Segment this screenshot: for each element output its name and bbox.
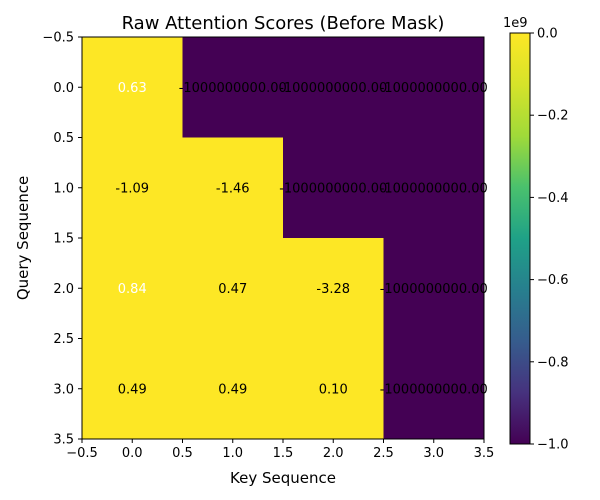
y-tick-label: 1.5 — [53, 232, 74, 247]
heatmap-cell — [182, 137, 283, 238]
colorbar-tick-label: −1.0 — [537, 438, 569, 453]
heatmap-cell — [82, 238, 183, 339]
cell-label: -1000000000.00 — [380, 81, 488, 96]
cell-label: -1000000000.00 — [279, 81, 387, 96]
y-axis-ticks: −0.5 0.0 0.5 1.0 1.5 2.0 2.5 3.0 3.5 — [42, 31, 82, 448]
chart-title: Raw Attention Scores (Before Mask) — [122, 13, 445, 34]
heatmap-cell — [182, 338, 283, 439]
heatmap-cell — [383, 238, 484, 339]
heatmap-cell — [82, 338, 183, 439]
heatmap-cell — [82, 37, 183, 138]
y-tick-label: 3.0 — [53, 382, 74, 397]
cell-label: 0.49 — [218, 382, 247, 397]
cell-labels: 0.63 -1000000000.00-1000000000.00-1000000… — [115, 81, 487, 398]
y-tick-label: 0.5 — [53, 131, 74, 146]
heatmap-cell — [182, 37, 283, 138]
y-tick-label: 3.5 — [53, 433, 74, 448]
x-tick-label: 2.5 — [373, 446, 394, 461]
cell-label: -1000000000.00 — [279, 181, 387, 196]
cell-label: 0.10 — [319, 382, 348, 397]
colorbar-ticks: 0.0 −0.2 −0.4 −0.6 −0.8 −1.0 — [530, 27, 569, 453]
x-tick-label: −0.5 — [66, 446, 98, 461]
cell-label: -1000000000.00 — [380, 382, 488, 397]
x-tick-label: 1.5 — [273, 446, 294, 461]
heatmap-cell — [383, 338, 484, 439]
y-tick-label: −0.5 — [42, 31, 74, 46]
cell-label: -1000000000.00 — [380, 282, 488, 297]
cell-label: 0.49 — [118, 382, 147, 397]
colorbar-gradient — [509, 32, 531, 445]
colorbar-tick-label: 0.0 — [537, 27, 558, 42]
heatmap-cell — [182, 238, 283, 339]
x-axis-label: Key Sequence — [230, 469, 336, 487]
heatmap-cell — [283, 37, 384, 138]
cell-label: 0.63 — [118, 81, 147, 96]
x-tick-label: 0.5 — [172, 446, 193, 461]
heatmap-cell — [383, 137, 484, 238]
y-tick-label: 1.0 — [53, 181, 74, 196]
heatmap-cell — [283, 238, 384, 339]
colorbar-tick-label: −0.8 — [537, 355, 569, 370]
x-tick-label: 3.5 — [474, 446, 495, 461]
heatmap-cells — [82, 37, 484, 439]
cell-label: -1.09 — [115, 181, 149, 196]
y-tick-label: 0.0 — [53, 81, 74, 96]
cell-label: 0.47 — [218, 282, 247, 297]
x-axis-ticks: −0.5 0.0 0.5 1.0 1.5 2.0 2.5 3.0 3.5 — [66, 439, 494, 461]
cell-label: -1.46 — [216, 181, 250, 196]
colorbar-tick-label: −0.4 — [537, 191, 569, 206]
colorbar-tick-label: −0.6 — [537, 273, 569, 288]
heatmap-cell — [82, 137, 183, 238]
cell-label: 0.84 — [118, 282, 147, 297]
colorbar-multiplier: 1e9 — [503, 16, 528, 31]
cell-label: -1000000000.00 — [179, 81, 287, 96]
x-tick-label: 2.0 — [323, 446, 344, 461]
y-axis-label: Query Sequence — [14, 176, 32, 300]
y-tick-label: 2.5 — [53, 332, 74, 347]
heatmap-cell — [383, 37, 484, 138]
x-tick-label: 0.0 — [122, 446, 143, 461]
heatmap-cell — [283, 137, 384, 238]
colorbar: 1e9 0.0 −0.2 −0.4 −0.6 −0.8 −1.0 — [503, 16, 569, 453]
cell-label: -3.28 — [316, 282, 350, 297]
x-tick-label: 3.0 — [423, 446, 444, 461]
cell-label: -1000000000.00 — [380, 181, 488, 196]
heatmap-cell — [283, 338, 384, 439]
x-tick-label: 1.0 — [222, 446, 243, 461]
colorbar-tick-label: −0.2 — [537, 109, 569, 124]
y-tick-label: 2.0 — [53, 282, 74, 297]
